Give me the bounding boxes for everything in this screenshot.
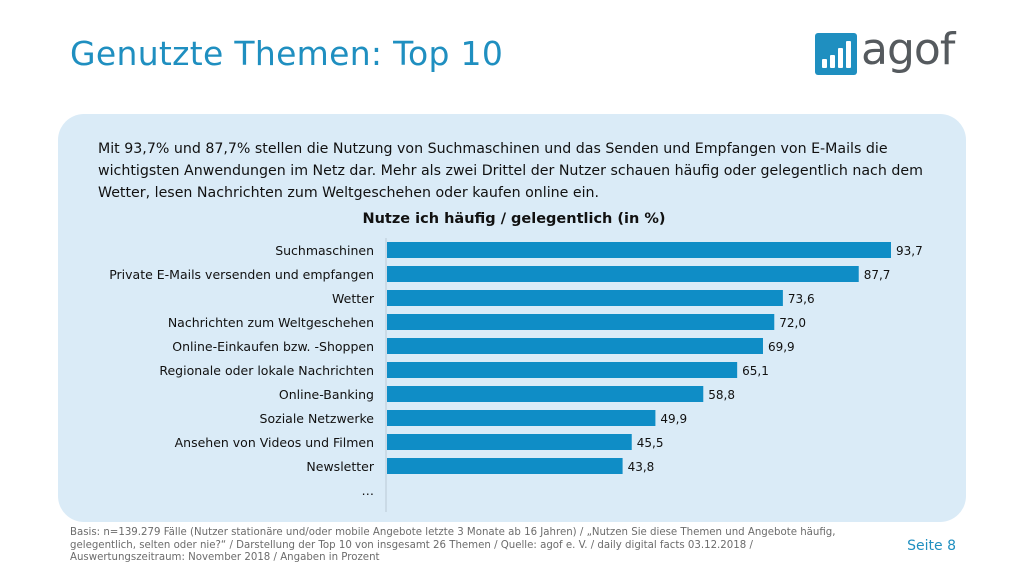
value-label: 58,8 [708, 388, 735, 402]
chart-title: Nutze ich häufig / gelegentlich (in %) [362, 211, 666, 227]
value-label: 73,6 [788, 292, 815, 306]
logo-text: agof [861, 24, 955, 75]
category-label: Nachrichten zum Weltgeschehen [168, 315, 374, 330]
category-label: Ansehen von Videos und Filmen [175, 435, 374, 450]
page-title: Genutzte Themen: Top 10 [70, 34, 504, 73]
bar [387, 290, 783, 306]
category-label: Soziale Netzwerke [260, 411, 375, 426]
bar [387, 266, 859, 282]
ellipsis-label: … [362, 483, 375, 498]
bar-chart-logo-icon [815, 33, 857, 75]
bar [387, 458, 623, 474]
value-label: 87,7 [864, 268, 891, 282]
bar [387, 242, 891, 258]
value-label: 72,0 [779, 316, 806, 330]
category-label: Online-Banking [279, 387, 374, 402]
value-label: 93,7 [896, 244, 923, 258]
category-label: Newsletter [306, 459, 374, 474]
value-label: 65,1 [742, 364, 769, 378]
bar [387, 338, 763, 354]
agof-logo: agof [815, 28, 955, 76]
source-footnote: Basis: n=139.279 Fälle (Nutzer stationär… [70, 527, 836, 563]
category-label: Suchmaschinen [275, 243, 374, 258]
bar [387, 362, 738, 378]
bar [387, 314, 775, 330]
value-label: 45,5 [637, 436, 664, 450]
value-label: 43,8 [628, 460, 655, 474]
bar [387, 434, 632, 450]
category-label: Wetter [332, 291, 375, 306]
bar [387, 386, 704, 402]
category-label: Regionale oder lokale Nachrichten [159, 363, 374, 378]
value-label: 69,9 [768, 340, 795, 354]
category-label: Online-Einkaufen bzw. -Shoppen [172, 339, 374, 354]
value-label: 49,9 [660, 412, 687, 426]
intro-text: Mit 93,7% und 87,7% stellen die Nutzung … [98, 141, 923, 201]
category-label: Private E-Mails versenden und empfangen [109, 267, 374, 282]
page-number: Seite 8 [907, 538, 956, 554]
bar [387, 410, 656, 426]
